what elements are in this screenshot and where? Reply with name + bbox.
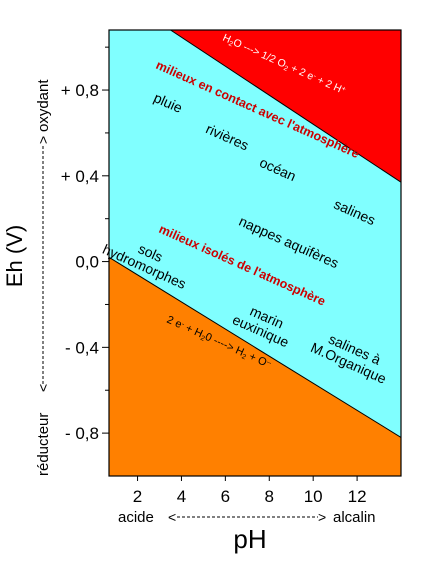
x-tick-label: 8 [265,487,274,506]
x-annotation-right: alcalin [333,509,376,526]
oxidation-limit-line [170,30,401,183]
x-annotation-left: acide [118,509,154,526]
x-axis-title: pH [233,524,266,554]
y-tick-label: + 0,4 [61,167,99,186]
y-tick-label: - 0,4 [65,338,99,357]
water-stability-region [109,30,401,438]
x-tick-label: 2 [133,487,142,506]
x-axis-ticks: 2 4 6 8 10 12 [133,476,367,506]
y-annotation-bottom: réducteur [35,413,52,476]
x-annotation-arrow-left: < [168,509,176,525]
reducing-region [109,257,401,476]
y-annotation-top: oxydant [35,79,52,132]
y-tick-label: + 0,8 [61,81,99,100]
x-annotation-arrow-right: > [318,509,326,525]
x-tick-label: 12 [348,487,367,506]
y-tick-label: - 0,8 [65,424,99,443]
y-tick-label: 0,0 [75,253,99,272]
reduction-limit-line [109,256,401,438]
plot-frame [108,29,402,477]
x-tick-label: 4 [177,487,186,506]
y-annotation-arrow-left: < [35,384,51,392]
y-axis-title: Eh (V) [2,225,27,287]
x-tick-label: 6 [221,487,230,506]
y-axis-ticks: + 0,8 + 0,4 0,0 - 0,4 - 0,8 [61,46,109,443]
x-axis-annotation: acide < > alcalin [118,509,376,526]
y-axis-annotation: réducteur < > oxydant [35,79,52,476]
x-tick-label: 10 [304,487,323,506]
y-annotation-arrow-right: > [35,136,51,144]
